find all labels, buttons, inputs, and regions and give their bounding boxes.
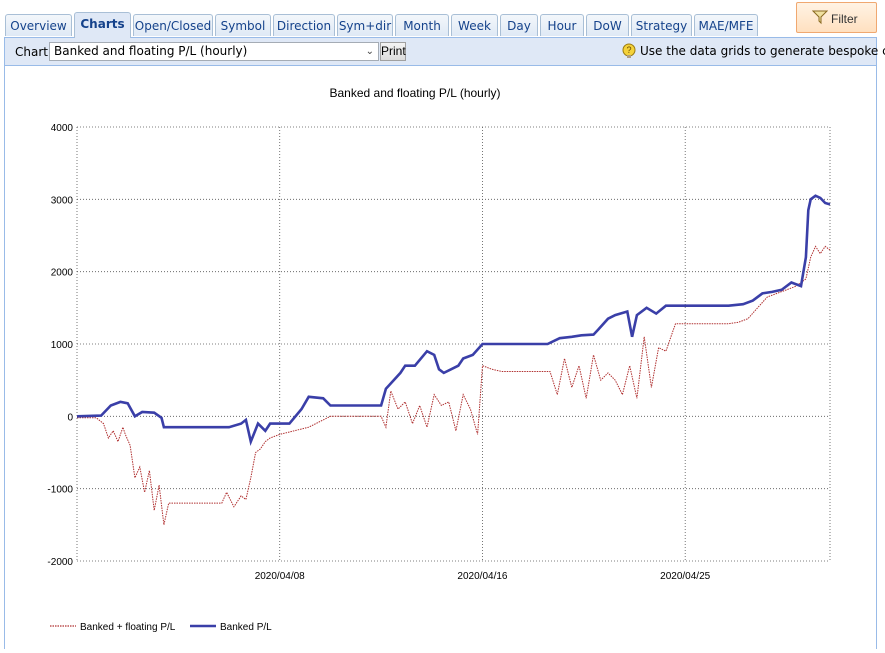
hint-text: Use the data grids to generate bespoke c… xyxy=(640,44,885,58)
tab-month[interactable]: Month xyxy=(395,14,449,36)
svg-text:?: ? xyxy=(626,45,631,55)
filter-label: Filter xyxy=(831,12,858,26)
filter-button[interactable]: Filter xyxy=(796,2,877,33)
pl-line-chart: Banked and floating P/L (hourly) -2000 -1… xyxy=(47,86,831,633)
chart-label: Chart: xyxy=(15,45,53,59)
tab-sym-dir[interactable]: Sym+dir xyxy=(337,14,393,36)
tab-open-closed[interactable]: Open/Closed xyxy=(133,14,213,36)
y-tick-label: 2000 xyxy=(51,268,74,279)
legend-label-banked: Banked P/L xyxy=(220,622,272,633)
y-tick-label: 0 xyxy=(67,412,73,423)
grid-layer xyxy=(76,126,831,562)
y-tick-label: -1000 xyxy=(47,485,73,496)
tab-charts[interactable]: Charts xyxy=(74,12,131,38)
tab-dow[interactable]: DoW xyxy=(586,14,629,36)
lightbulb-help-icon: ? xyxy=(622,43,636,58)
series-banked-floating-line xyxy=(77,245,831,525)
print-button[interactable]: Print xyxy=(380,42,406,61)
tab-mae-mfe[interactable]: MAE/MFE xyxy=(694,14,758,36)
tab-overview[interactable]: Overview xyxy=(5,14,72,36)
x-tick-label: 2020/04/25 xyxy=(660,571,710,582)
x-tick-label: 2020/04/08 xyxy=(255,571,305,582)
x-tick-label: 2020/04/16 xyxy=(457,571,507,582)
y-tick-label: -2000 xyxy=(47,557,73,568)
chart-title: Banked and floating P/L (hourly) xyxy=(330,86,501,100)
tab-bar: Overview Charts Open/Closed Symbol Direc… xyxy=(0,0,885,38)
chart-panel: Banked and floating P/L (hourly) -2000 -1… xyxy=(4,66,877,649)
tab-direction[interactable]: Direction xyxy=(273,14,335,36)
tab-hour[interactable]: Hour xyxy=(540,14,584,36)
y-tick-label: 1000 xyxy=(51,340,74,351)
y-tick-label: 4000 xyxy=(51,123,74,134)
y-tick-label: 3000 xyxy=(51,195,74,206)
legend: Banked + floating P/L Banked P/L xyxy=(50,622,272,633)
axis-layer: -2000 -1000 0 1000 2000 3000 4000 2020/04/08 202… xyxy=(47,123,710,582)
series-layer xyxy=(76,194,831,525)
tab-symbol[interactable]: Symbol xyxy=(215,14,271,36)
legend-label-banked-floating: Banked + floating P/L xyxy=(80,622,176,633)
tab-strategy[interactable]: Strategy xyxy=(631,14,692,36)
chart-select-value: Banked and floating P/L (hourly) xyxy=(54,44,248,58)
chart-toolbar: Chart: Banked and floating P/L (hourly) … xyxy=(4,37,885,66)
filter-icon xyxy=(812,10,828,25)
chart-select[interactable]: Banked and floating P/L (hourly) ⌄ xyxy=(49,42,379,61)
series-banked-line xyxy=(76,194,831,446)
tab-day[interactable]: Day xyxy=(500,14,538,36)
chevron-down-icon: ⌄ xyxy=(365,46,374,57)
tab-week[interactable]: Week xyxy=(451,14,498,36)
